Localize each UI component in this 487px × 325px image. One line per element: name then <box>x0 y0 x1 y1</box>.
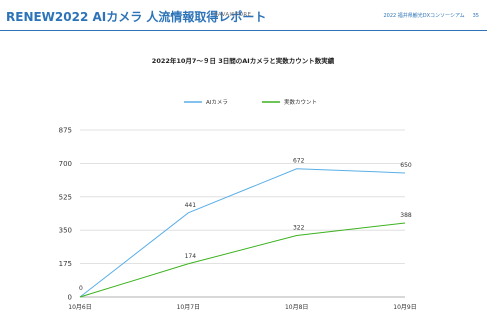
x-tick-label-2: 10月8日 <box>285 304 308 311</box>
data-label-0-3: 650 <box>400 162 412 169</box>
page-number: 35 <box>472 13 479 19</box>
report-header: RENEW2022 AIカメラ 人流情報取得レポート SAVAISTORE 20… <box>0 0 487 31</box>
data-label-0-1: 441 <box>185 202 197 209</box>
data-label-0-2: 672 <box>293 158 305 165</box>
brand-name: SAVAISTORE <box>214 12 252 18</box>
data-label-1-1: 174 <box>185 253 197 260</box>
report-title: RENEW2022 AIカメラ 人流情報取得レポート <box>6 10 267 24</box>
data-label-1-3: 388 <box>400 212 412 219</box>
y-tick-label-0: 0 <box>68 294 72 302</box>
header-right: 2022 福井県観光DXコンソーシアム 35 <box>383 12 479 19</box>
y-tick-label-350: 350 <box>59 227 72 235</box>
chart-legend: AIカメラ 実数カウント <box>184 98 317 106</box>
data-label-1-2: 322 <box>293 225 305 232</box>
chart-series <box>79 168 406 298</box>
header-divider <box>0 30 487 31</box>
y-tick-label-525: 525 <box>59 193 72 201</box>
series-line-1 <box>79 222 406 298</box>
legend-label-0: AIカメラ <box>206 99 228 106</box>
consortium-name: 2022 福井県観光DXコンソーシアム <box>383 13 465 19</box>
y-tick-label-175: 175 <box>59 260 72 268</box>
chart-grid <box>80 129 405 298</box>
x-tick-label-0: 10月6日 <box>68 304 91 311</box>
x-tick-label-3: 10月9日 <box>393 304 416 311</box>
y-tick-label-700: 700 <box>59 160 72 168</box>
series-line-0 <box>79 168 406 298</box>
chart-title: 2022年10月7～９日 3日間のAIカメラと実数カウント数実績 <box>152 56 335 65</box>
chart-axes: 0 175 350 525 700 875 10月6日 10月7日 10月8日 10月9日 <box>59 127 417 312</box>
data-label-origin: 0 <box>79 285 83 292</box>
legend-label-1: 実数カウント <box>284 98 317 106</box>
data-labels: 0 441 672 650 174 322 388 <box>79 158 412 292</box>
x-tick-label-1: 10月7日 <box>177 304 200 311</box>
y-tick-label-875: 875 <box>59 127 72 135</box>
